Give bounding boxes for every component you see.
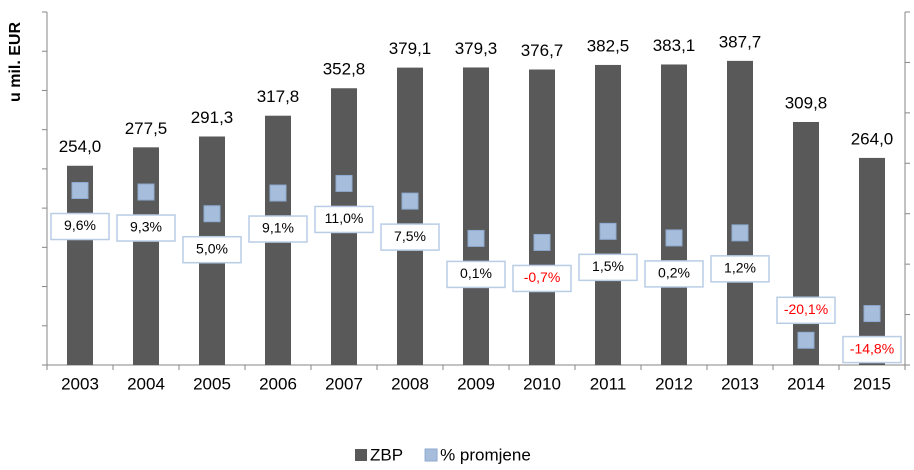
legend-swatch — [355, 449, 367, 461]
value-label-box — [380, 223, 440, 251]
x-tick-label: 2012 — [655, 374, 693, 393]
x-tick-label: 2014 — [787, 374, 825, 393]
marker — [269, 184, 287, 202]
value-label-box — [248, 215, 308, 243]
legend-label: ZBP — [370, 445, 403, 464]
bar-value-label: 376,7 — [521, 41, 564, 60]
x-tick-label: 2005 — [193, 374, 231, 393]
line-value-label: -0,7% — [524, 269, 561, 285]
bar-value-label: 382,5 — [587, 36, 630, 55]
line-value-label: 0,1% — [460, 265, 492, 281]
x-tick-label: 2011 — [590, 374, 627, 393]
marker — [863, 305, 881, 323]
bar — [661, 64, 687, 365]
x-tick-label: 2009 — [457, 374, 495, 393]
y-axis-label: u mil. EUR — [7, 22, 24, 102]
value-label-box — [50, 212, 110, 241]
bar-value-label: 317,8 — [257, 87, 300, 106]
x-tick-label: 2008 — [391, 374, 429, 393]
bar — [727, 60, 753, 366]
bar-value-label: 387,7 — [719, 32, 762, 51]
bar-value-label: 277,5 — [125, 119, 168, 138]
legend-swatch — [424, 448, 438, 462]
x-tick-label: 2013 — [721, 374, 759, 393]
bar-value-label: 383,1 — [653, 36, 696, 55]
marker — [335, 174, 353, 192]
bar-value-label: 309,8 — [785, 93, 828, 112]
bar — [793, 121, 819, 365]
line-value-label: 11,0% — [325, 210, 364, 226]
bar-value-label: 291,3 — [191, 108, 234, 127]
line-value-label: 9,6% — [64, 217, 96, 233]
legend-label: % promjene — [440, 445, 531, 464]
bar-value-label: 379,3 — [455, 39, 498, 58]
marker — [533, 233, 551, 251]
marker — [665, 229, 683, 247]
line-value-label: 7,5% — [394, 228, 426, 244]
value-label-box — [842, 335, 902, 364]
x-tick-label: 2004 — [127, 374, 165, 393]
x-tick-label: 2007 — [325, 374, 363, 393]
line-value-label: 9,1% — [262, 220, 294, 236]
value-label-box — [512, 264, 572, 293]
bar-value-label: 379,1 — [389, 39, 432, 58]
marker — [797, 331, 815, 349]
line-value-label: 1,5% — [592, 258, 624, 274]
value-label-box — [116, 214, 176, 242]
line-value-label: 1,2% — [724, 260, 756, 276]
value-label-box — [314, 205, 374, 234]
bar — [859, 157, 885, 365]
line-value-label: -14,8% — [850, 340, 894, 356]
x-tick-label: 2015 — [853, 374, 891, 393]
marker — [71, 182, 89, 200]
bar — [463, 67, 489, 366]
bar-value-label: 254,0 — [59, 137, 102, 156]
value-label-box — [710, 255, 770, 283]
line-value-label: 0,2% — [658, 265, 690, 281]
line-value-label: -20,1% — [784, 301, 828, 317]
bar — [133, 147, 159, 365]
marker — [731, 224, 749, 242]
value-label-box — [644, 260, 704, 288]
bar-value-label: 352,8 — [323, 60, 366, 79]
value-label-box — [446, 260, 506, 289]
bar — [529, 69, 555, 365]
value-label-box — [182, 235, 242, 264]
value-label-box — [578, 253, 638, 282]
marker — [203, 205, 221, 223]
marker — [137, 183, 155, 201]
x-tick-label: 2006 — [259, 374, 297, 393]
marker — [401, 192, 419, 210]
bar-value-label: 264,0 — [851, 129, 894, 148]
marker — [467, 229, 485, 247]
marker — [599, 222, 617, 240]
bar — [595, 64, 621, 365]
line-value-label: 5,0% — [196, 240, 228, 256]
value-label-box — [776, 296, 836, 325]
x-tick-label: 2003 — [61, 374, 99, 393]
x-tick-label: 2010 — [523, 374, 561, 393]
line-value-label: 9,3% — [130, 219, 162, 235]
bar — [397, 67, 423, 365]
